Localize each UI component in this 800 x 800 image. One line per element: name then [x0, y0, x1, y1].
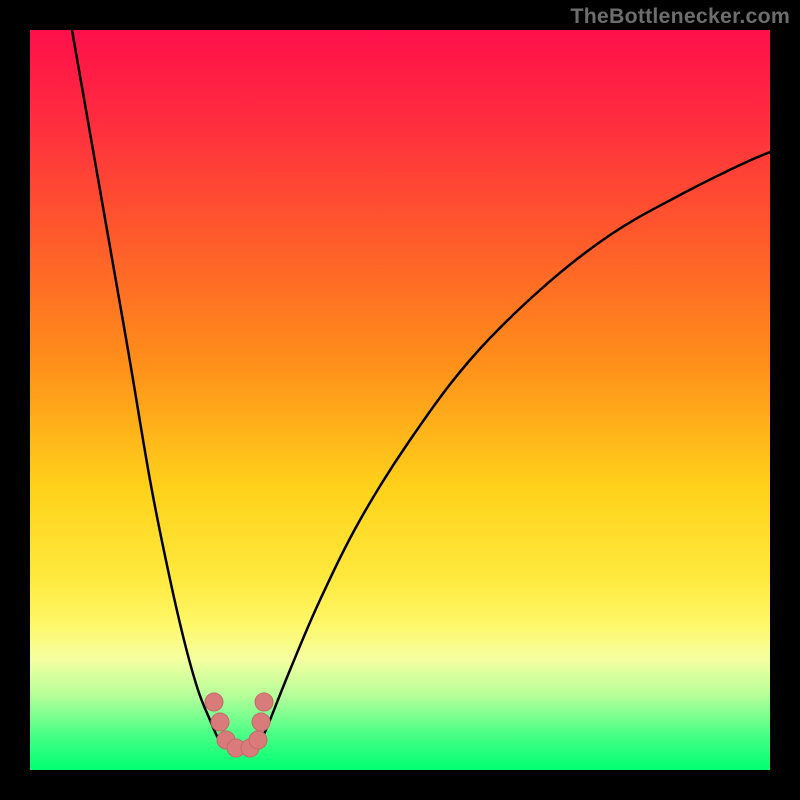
valley-marker [255, 693, 273, 711]
valley-marker [205, 693, 223, 711]
bottleneck-curve-chart [0, 0, 800, 800]
plot-area [30, 30, 770, 770]
valley-marker [249, 731, 267, 749]
valley-marker [252, 713, 270, 731]
chart-frame: TheBottlenecker.com [0, 0, 800, 800]
watermark-text: TheBottlenecker.com [570, 4, 790, 29]
valley-marker [211, 713, 229, 731]
